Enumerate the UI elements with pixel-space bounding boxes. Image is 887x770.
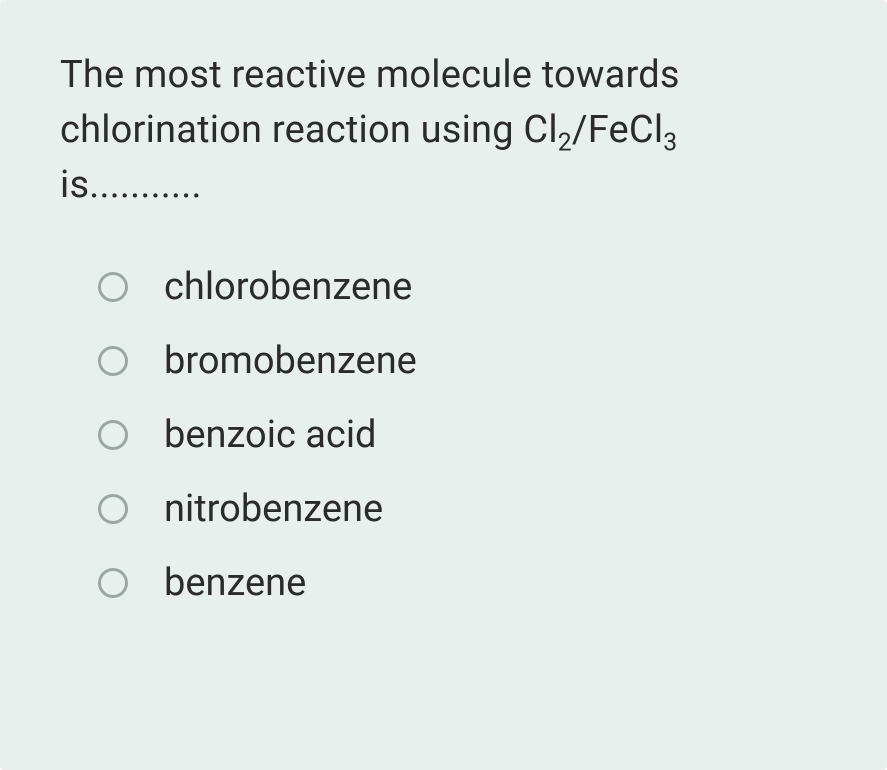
option-nitrobenzene[interactable]: nitrobenzene bbox=[98, 490, 827, 528]
option-label: benzene bbox=[164, 564, 306, 602]
option-label: chlorobenzene bbox=[164, 268, 412, 306]
question-text: The most reactive molecule towards chlor… bbox=[60, 48, 827, 213]
option-label: nitrobenzene bbox=[164, 490, 383, 528]
radio-icon bbox=[98, 346, 128, 376]
radio-icon bbox=[98, 420, 128, 450]
radio-icon bbox=[98, 272, 128, 302]
option-benzoic-acid[interactable]: benzoic acid bbox=[98, 416, 827, 454]
option-label: bromobenzene bbox=[164, 342, 417, 380]
radio-icon bbox=[98, 494, 128, 524]
question-card: The most reactive molecule towards chlor… bbox=[0, 0, 887, 770]
question-part2: /FeCl bbox=[572, 108, 663, 152]
option-bromobenzene[interactable]: bromobenzene bbox=[98, 342, 827, 380]
question-sub1: 2 bbox=[558, 129, 572, 158]
question-sub2: 3 bbox=[663, 129, 677, 158]
options-list: chlorobenzene bromobenzene benzoic acid … bbox=[60, 268, 827, 602]
radio-icon bbox=[98, 568, 128, 598]
option-label: benzoic acid bbox=[164, 416, 377, 454]
question-part3: is........... bbox=[60, 163, 202, 207]
option-chlorobenzene[interactable]: chlorobenzene bbox=[98, 268, 827, 306]
option-benzene[interactable]: benzene bbox=[98, 564, 827, 602]
